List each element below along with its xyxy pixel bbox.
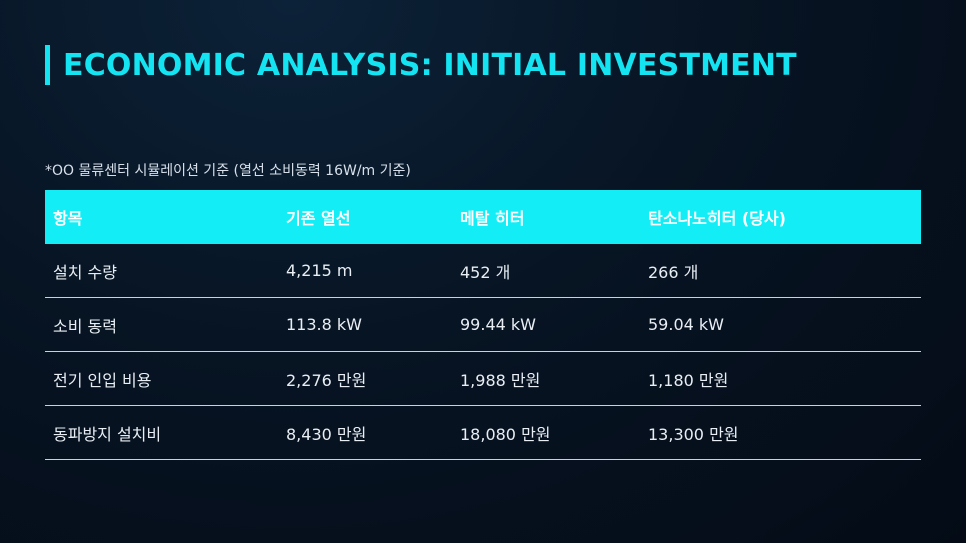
row-label: 소비 동력 [53,316,117,336]
table-cell: 8,430 만원 [286,424,367,444]
table-row: 소비 동력 113.8 kW 99.44 kW 59.04 kW [45,298,921,352]
header-cell-item: 항목 [53,209,83,228]
table-cell: 99.44 kW [460,315,536,334]
header-cell-metal-heater: 메탈 히터 [460,209,525,228]
table-cell: 59.04 kW [648,315,724,334]
table-cell: 2,276 만원 [286,370,367,390]
table-cell: 4,215 m [286,261,353,280]
row-label: 설치 수량 [53,262,117,282]
table-cell: 13,300 만원 [648,424,739,444]
table-row: 설치 수량 4,215 m 452 개 266 개 [45,244,921,298]
table-row: 동파방지 설치비 8,430 만원 18,080 만원 13,300 만원 [45,406,921,460]
table-cell: 452 개 [460,262,511,282]
investment-table: 항목 기존 열선 메탈 히터 탄소나노히터 (당사) 설치 수량 4,215 m… [45,190,921,460]
footnote: *OO 물류센터 시뮬레이션 기준 (열선 소비동력 16W/m 기준) [45,163,411,179]
header-cell-carbon-nano-heater: 탄소나노히터 (당사) [648,209,786,228]
table-cell: 18,080 만원 [460,424,551,444]
table-cell: 113.8 kW [286,315,362,334]
row-label: 전기 인입 비용 [53,370,152,390]
title-accent-bar [45,45,50,85]
table-cell: 1,988 만원 [460,370,541,390]
table-header-row: 항목 기존 열선 메탈 히터 탄소나노히터 (당사) [45,190,921,244]
table-cell: 266 개 [648,262,699,282]
row-label: 동파방지 설치비 [53,424,162,444]
table-row: 전기 인입 비용 2,276 만원 1,988 만원 1,180 만원 [45,352,921,406]
page-title: ECONOMIC ANALYSIS: INITIAL INVESTMENT [63,48,797,83]
header-cell-existing-heater: 기존 열선 [286,209,351,228]
table-cell: 1,180 만원 [648,370,729,390]
